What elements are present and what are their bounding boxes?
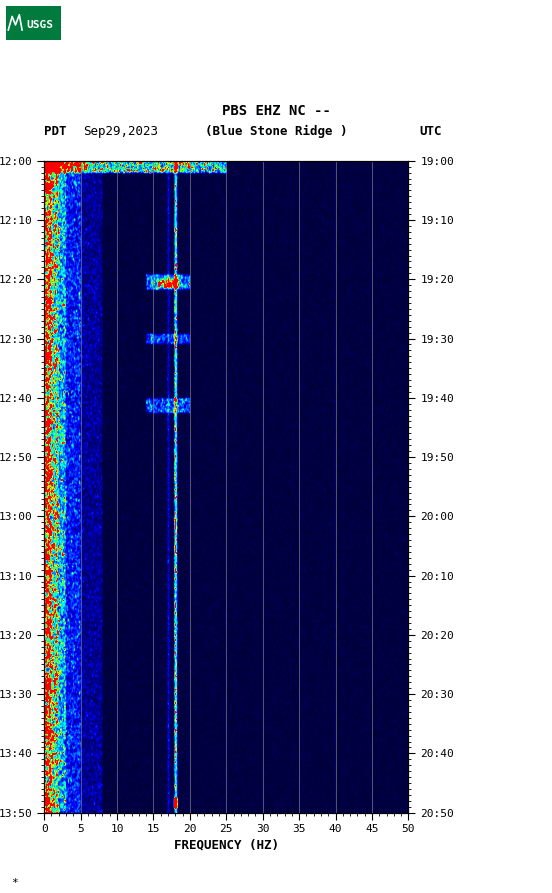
Text: Sep29,2023: Sep29,2023 (83, 125, 158, 138)
Text: UTC: UTC (420, 125, 442, 138)
X-axis label: FREQUENCY (HZ): FREQUENCY (HZ) (174, 839, 279, 852)
Text: PBS EHZ NC --: PBS EHZ NC -- (221, 104, 331, 118)
Text: *: * (11, 878, 18, 888)
Text: USGS: USGS (26, 20, 53, 29)
Text: PDT: PDT (44, 125, 67, 138)
Text: (Blue Stone Ridge ): (Blue Stone Ridge ) (205, 125, 347, 138)
